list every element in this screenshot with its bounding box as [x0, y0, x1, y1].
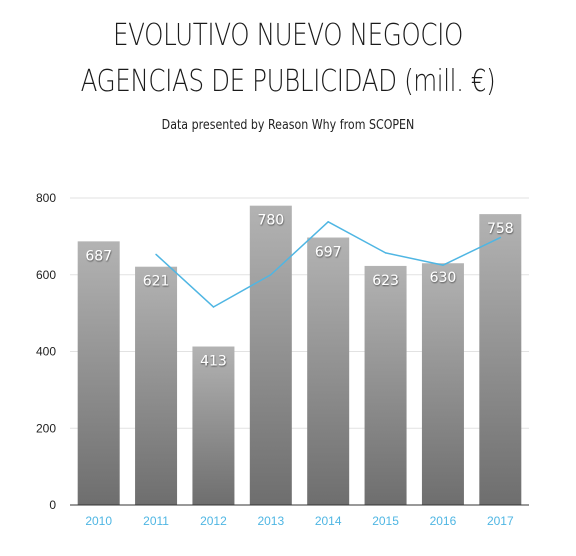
data-label: 758	[487, 221, 514, 237]
bar	[77, 241, 120, 505]
data-label: 413	[200, 354, 227, 370]
data-label: 697	[315, 245, 342, 261]
bar	[421, 263, 464, 505]
bar	[192, 346, 235, 505]
x-tick-label: 2010	[85, 514, 112, 528]
data-label: 780	[257, 213, 284, 229]
bar	[135, 266, 178, 505]
x-tick-label: 2015	[372, 514, 399, 528]
series-line-segment	[270, 221, 329, 276]
series-line-segment	[384, 252, 444, 266]
x-tick-label: 2014	[315, 514, 342, 528]
x-tick-label: 2011	[143, 514, 169, 528]
bar	[249, 205, 292, 506]
data-label: 623	[372, 273, 399, 289]
x-tick-label: 2017	[487, 514, 514, 528]
bar	[479, 214, 522, 505]
series-line-segment	[442, 236, 502, 266]
x-tick-label: 2013	[257, 514, 284, 528]
x-tick-label: 2016	[430, 514, 457, 528]
y-tick-label: 600	[36, 268, 56, 282]
series-line-segment	[212, 274, 272, 308]
data-label: 630	[430, 270, 457, 286]
series-line-segment	[327, 221, 387, 254]
chart-title-line2: AGENCIAS DE PUBLICIDAD (mill. €)	[80, 64, 496, 99]
bar	[307, 237, 350, 505]
y-tick-label: 400	[36, 345, 56, 359]
data-label: 621	[143, 274, 170, 290]
y-tick-label: 0	[49, 498, 56, 512]
chart-title-line1: EVOLUTIVO NUEVO NEGOCIO	[113, 18, 463, 53]
data-label: 687	[85, 248, 112, 264]
chart-subtitle: Data presented by Reason Why from SCOPEN	[161, 118, 415, 133]
x-tick-label: 2012	[200, 514, 227, 528]
y-tick-label: 200	[36, 421, 56, 435]
bar	[364, 265, 407, 505]
y-tick-label: 800	[36, 191, 56, 205]
series-line-segment	[155, 253, 215, 308]
